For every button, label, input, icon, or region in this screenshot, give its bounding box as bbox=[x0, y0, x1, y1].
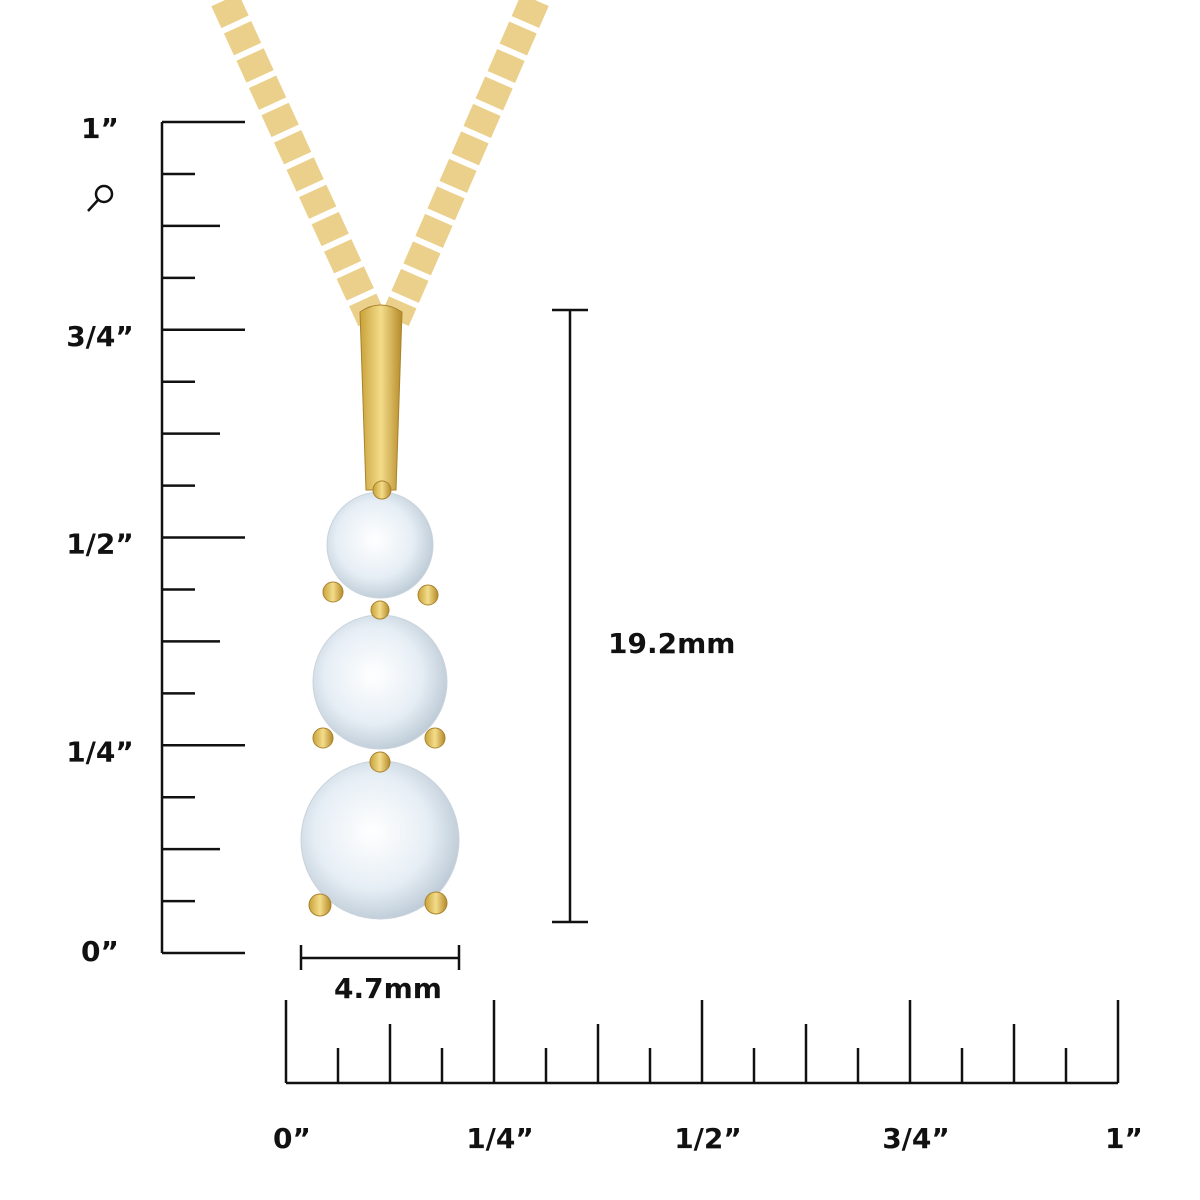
ruler-label: 0” bbox=[81, 935, 119, 968]
ruler-label: 3/4” bbox=[882, 1122, 950, 1155]
ruler-label: 1/2” bbox=[66, 528, 134, 561]
magnifier-icon bbox=[87, 184, 114, 212]
ruler-label: 1” bbox=[1105, 1122, 1143, 1155]
ruler-label: 0” bbox=[273, 1122, 311, 1155]
horizontal-ruler: 0” 1/4” 1/2” 3/4” 1” bbox=[273, 1000, 1143, 1155]
ruler-label: 1/4” bbox=[66, 735, 134, 768]
ruler-label: 1” bbox=[81, 112, 119, 145]
width-dimension: 4.7mm bbox=[299, 945, 461, 1005]
pendant bbox=[211, 0, 549, 920]
ruler-label: 1/2” bbox=[674, 1122, 742, 1155]
ruler-label: 3/4” bbox=[66, 320, 134, 353]
vertical-ruler: 1” 3/4” 1/2” 1/4” 0” bbox=[66, 112, 245, 968]
height-dimension: 19.2mm bbox=[552, 308, 735, 924]
width-label: 4.7mm bbox=[334, 972, 442, 1005]
ruler-label: 1/4” bbox=[466, 1122, 534, 1155]
height-label: 19.2mm bbox=[608, 627, 735, 660]
